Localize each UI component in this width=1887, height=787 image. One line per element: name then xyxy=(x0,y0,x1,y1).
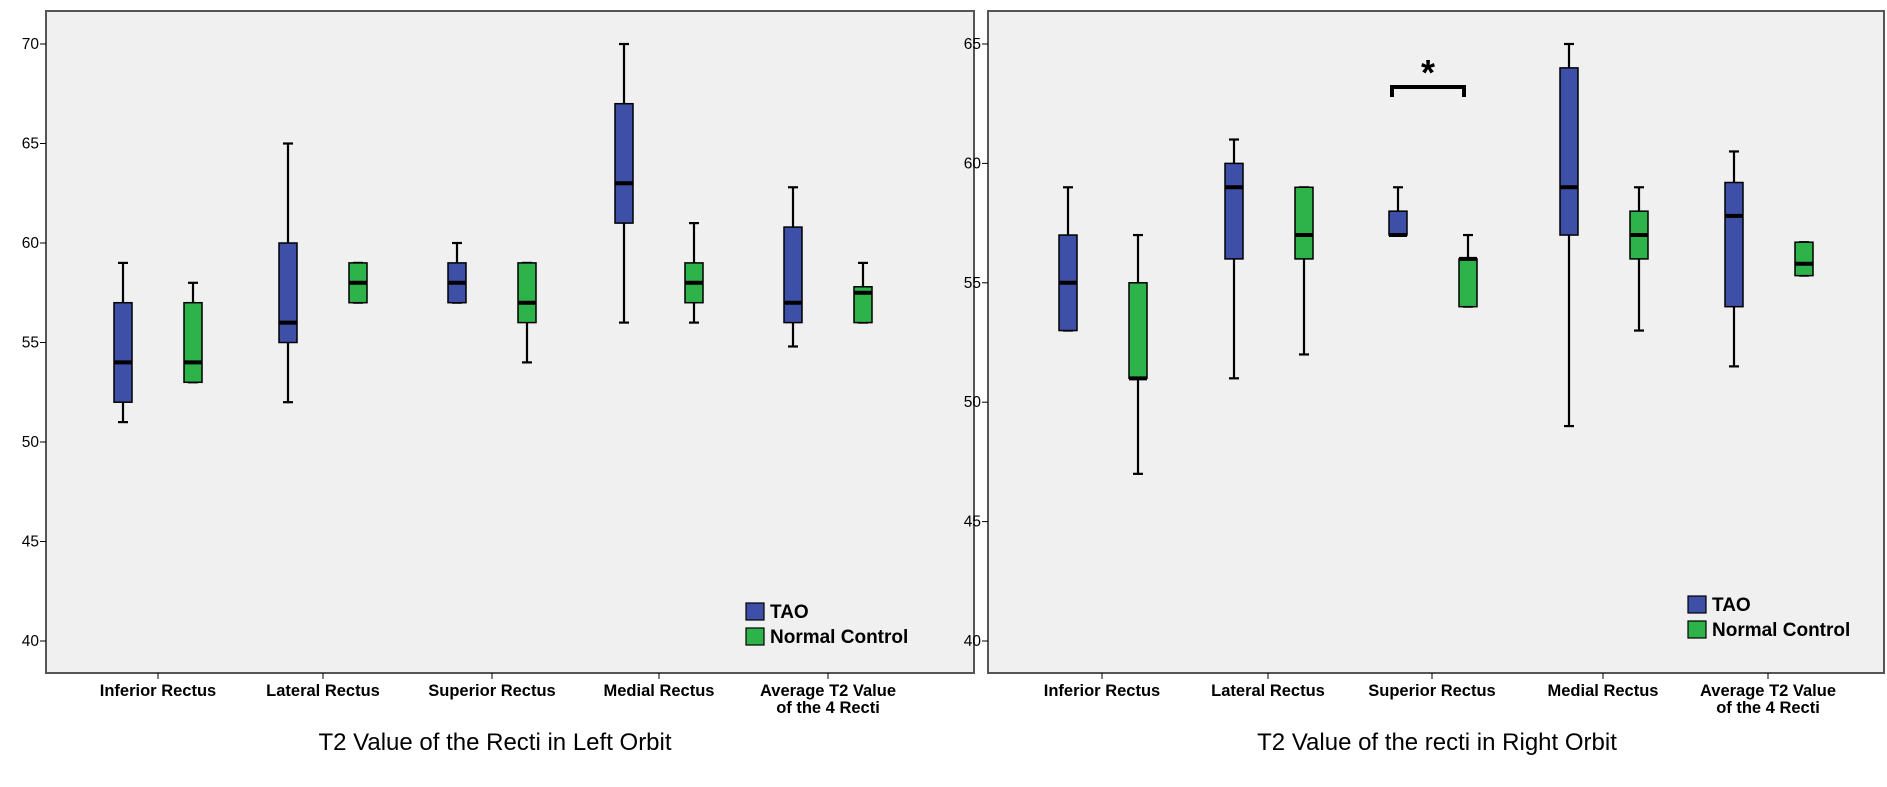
iqr-box xyxy=(517,262,537,324)
y-tick-label: 60 xyxy=(964,155,982,172)
boxplot-tao xyxy=(1559,42,1579,428)
boxplot-control xyxy=(684,222,704,324)
iqr-box xyxy=(1794,241,1814,277)
plot-area xyxy=(987,10,1885,674)
boxplot-tao xyxy=(1388,186,1408,238)
y-tick-label: 55 xyxy=(22,335,39,352)
y-tick-label: 45 xyxy=(964,514,981,531)
x-category-label: Average T2 Value of the 4 Recti xyxy=(1700,682,1836,717)
y-tick-label: 50 xyxy=(22,434,40,451)
significance-star: * xyxy=(1421,52,1435,93)
y-tick-label: 60 xyxy=(22,235,40,252)
left-orbit-panel: 40 45 50 55 60 65 70 Inferior Rectus Lateral Rec… xyxy=(22,10,975,756)
iqr-box xyxy=(183,301,203,384)
boxplot-control xyxy=(853,261,873,324)
x-category-label: Superior Rectus xyxy=(1368,682,1495,700)
iqr-box xyxy=(1559,67,1579,236)
legend-swatch-tao xyxy=(1687,595,1707,614)
boxplot-control xyxy=(1794,241,1814,277)
iqr-box xyxy=(614,102,634,224)
iqr-box xyxy=(1294,186,1314,260)
boxplot-tao xyxy=(447,241,467,304)
y-tick-label: 40 xyxy=(22,633,40,650)
iqr-box xyxy=(853,286,873,324)
x-category-label: Medial Rectus xyxy=(604,682,715,700)
iqr-box xyxy=(1128,282,1148,380)
boxplot-control xyxy=(348,261,368,304)
legend: TAO Normal Control xyxy=(745,602,908,648)
boxplot-tao xyxy=(278,142,298,404)
boxplot-control xyxy=(1458,233,1478,308)
boxplot-control xyxy=(1294,186,1314,356)
boxplot-tao xyxy=(614,42,634,324)
x-category-label: Inferior Rectus xyxy=(100,682,216,700)
iqr-box xyxy=(1724,181,1744,308)
boxplot-tao xyxy=(113,261,133,424)
iqr-box xyxy=(278,242,298,344)
y-tick-label: 65 xyxy=(964,36,981,53)
y-tick-label: 50 xyxy=(964,394,982,411)
x-category-label: Medial Rectus xyxy=(1548,682,1659,700)
boxplot-tao xyxy=(1058,186,1078,332)
significance-bracket xyxy=(1390,84,1466,97)
boxplot-control xyxy=(517,261,537,364)
iqr-box xyxy=(1458,258,1478,308)
boxplot-control xyxy=(1629,186,1649,332)
y-tick-label: 45 xyxy=(22,534,39,551)
y-tick-label: 40 xyxy=(964,633,982,650)
legend-label: Normal Control xyxy=(1712,620,1850,641)
x-category-label: Lateral Rectus xyxy=(1211,682,1325,700)
y-tick-label: 55 xyxy=(964,275,981,292)
y-tick-label: 65 xyxy=(22,136,39,153)
x-category-label: Superior Rectus xyxy=(428,682,555,700)
legend-label: TAO xyxy=(1712,595,1751,616)
x-axis-title: T2 Value of the Recti in Left Orbit xyxy=(318,729,671,756)
x-category-label: Lateral Rectus xyxy=(266,682,380,700)
boxplot-tao xyxy=(1724,150,1744,368)
iqr-box xyxy=(783,226,803,324)
boxplot-control xyxy=(1128,233,1148,475)
x-category-label: Inferior Rectus xyxy=(1044,682,1160,700)
boxplot-tao xyxy=(783,186,803,348)
legend-label: TAO xyxy=(770,602,809,623)
iqr-box xyxy=(1224,162,1244,260)
boxplot-tao xyxy=(1224,138,1244,380)
legend-swatch-control xyxy=(1687,620,1707,639)
x-category-label: Average T2 Value of the 4 Recti xyxy=(760,682,896,717)
x-axis-title: T2 Value of the recti in Right Orbit xyxy=(1257,729,1617,756)
legend-swatch-control xyxy=(745,627,765,646)
boxplot-control xyxy=(183,281,203,384)
legend-swatch-tao xyxy=(745,602,765,621)
iqr-box xyxy=(113,301,133,403)
legend-label: Normal Control xyxy=(770,627,908,648)
legend: TAO Normal Control xyxy=(1687,595,1850,641)
iqr-box xyxy=(1388,210,1408,236)
y-tick-label: 70 xyxy=(22,36,40,53)
right-orbit-panel: 40 45 50 55 60 65 Inferior Rectus Lateral Rectu… xyxy=(964,10,1885,756)
